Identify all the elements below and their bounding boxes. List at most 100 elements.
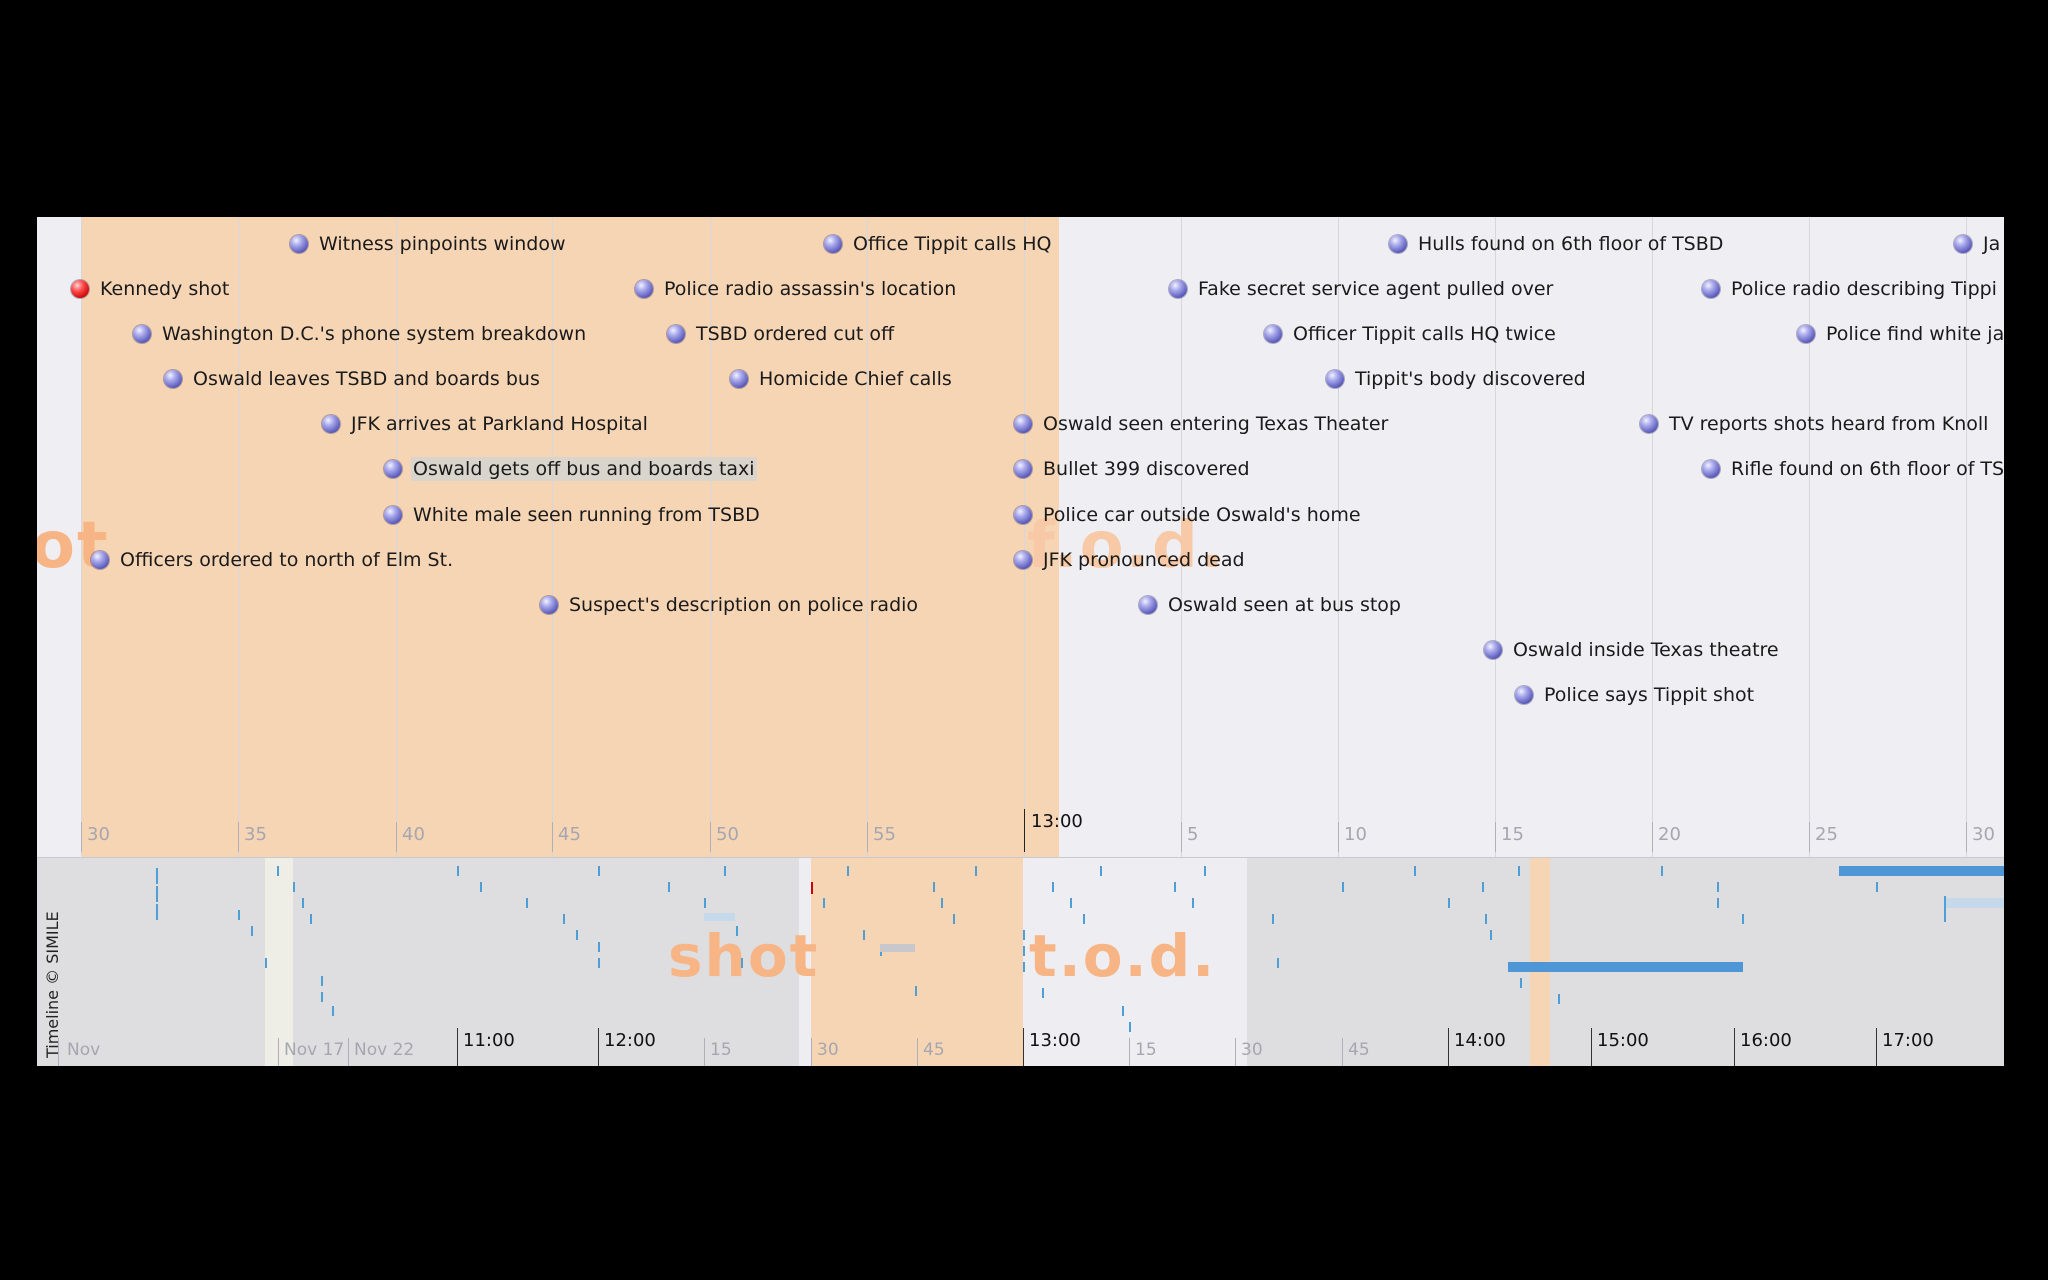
event-item[interactable]: Oswald seen entering Texas Theater <box>1014 410 1390 438</box>
event-item[interactable]: Bullet 399 discovered <box>1014 455 1252 483</box>
timeline-overview-band[interactable]: shot t.o.d. Timeline © SIMILE Nov Nov 17… <box>37 857 2004 1066</box>
axis-tick-mark <box>1023 1028 1024 1066</box>
event-marker-icon <box>1484 641 1502 659</box>
event-item[interactable]: Kennedy shot <box>71 275 231 303</box>
event-item[interactable]: Washington D.C.'s phone system breakdown <box>133 320 588 348</box>
event-marker-icon <box>667 325 685 343</box>
event-marker-icon <box>1014 551 1032 569</box>
event-item[interactable]: JFK pronounced dead <box>1014 546 1247 574</box>
event-label: Officers ordered to north of Elm St. <box>120 549 454 571</box>
event-marker-icon <box>1264 325 1282 343</box>
gridline <box>552 217 553 857</box>
overview-event-mark <box>1052 882 1054 892</box>
event-marker-icon <box>635 280 653 298</box>
axis-tick-mark <box>1024 809 1025 852</box>
axis-tick-mark <box>1591 1028 1592 1066</box>
event-item[interactable]: Oswald seen at bus stop <box>1139 591 1403 619</box>
event-label: Oswald leaves TSBD and boards bus <box>193 368 540 390</box>
event-item[interactable]: Oswald inside Texas theatre <box>1484 636 1781 664</box>
overview-event-mark <box>1023 930 1025 940</box>
overview-event-mark <box>310 914 312 924</box>
overview-event-mark <box>526 898 528 908</box>
simile-credit[interactable]: Timeline © SIMILE <box>43 911 62 1058</box>
gridline <box>396 217 397 857</box>
gridline <box>710 217 711 857</box>
overview-event-mark <box>1448 898 1450 908</box>
overview-event-mark <box>736 926 738 936</box>
event-label: White male seen running from TSBD <box>413 504 760 526</box>
event-label: JFK arrives at Parkland Hospital <box>351 413 648 435</box>
event-item[interactable]: Oswald leaves TSBD and boards bus <box>164 365 542 393</box>
event-label: Oswald seen at bus stop <box>1168 594 1401 616</box>
event-item[interactable]: Officers ordered to north of Elm St. <box>91 546 455 574</box>
event-item[interactable]: Ja <box>1954 230 2002 258</box>
event-item[interactable]: Hulls found on 6th floor of TSBD <box>1389 230 1725 258</box>
event-label: Ja <box>1983 233 2001 255</box>
event-item[interactable]: Police car outside Oswald's home <box>1014 501 1363 529</box>
event-item[interactable]: TSBD ordered cut off <box>667 320 896 348</box>
event-item[interactable]: Witness pinpoints window <box>290 230 568 258</box>
overview-event-mark <box>156 886 158 902</box>
event-label: TV reports shots heard from Knoll <box>1669 413 1989 435</box>
axis-tick-mark <box>552 822 553 852</box>
axis-tick-label: 25 <box>1815 824 1838 845</box>
axis-tick-label: 50 <box>716 824 739 845</box>
overview-duration-bar <box>1839 866 2004 876</box>
event-label: Hulls found on 6th floor of TSBD <box>1418 233 1724 255</box>
event-item[interactable]: Police says Tippit shot <box>1515 681 1756 709</box>
gridline <box>1338 217 1339 857</box>
event-marker-icon <box>91 551 109 569</box>
overview-event-mark <box>1272 914 1274 924</box>
overview-event-mark <box>1482 882 1484 892</box>
event-item[interactable]: White male seen running from TSBD <box>384 501 762 529</box>
event-item[interactable]: Fake secret service agent pulled over <box>1169 275 1555 303</box>
overview-event-mark <box>1174 882 1176 892</box>
event-item[interactable]: Officer Tippit calls HQ twice <box>1264 320 1558 348</box>
axis-tick-label: 45 <box>558 824 581 845</box>
event-label: Homicide Chief calls <box>759 368 952 390</box>
overview-event-mark <box>1192 898 1194 908</box>
axis-tick-mark <box>598 1028 599 1066</box>
gridline <box>238 217 239 857</box>
overview-event-mark <box>563 914 565 924</box>
overview-tick-label: 15 <box>710 1040 732 1060</box>
axis-tick-mark <box>917 1038 918 1066</box>
event-item[interactable]: Homicide Chief calls <box>730 365 954 393</box>
tod-highlight-label: t.o.d. <box>1029 922 1217 990</box>
overview-event-mark <box>741 958 743 968</box>
event-marker-icon <box>1014 460 1032 478</box>
axis-tick-mark <box>457 1028 458 1066</box>
event-label: Witness pinpoints window <box>319 233 566 255</box>
event-item[interactable]: Police radio describing Tippi <box>1702 275 1999 303</box>
event-item[interactable]: Rifle found on 6th floor of TS <box>1702 455 2004 483</box>
event-item[interactable]: Tippit's body discovered <box>1326 365 1588 393</box>
event-label: Police car outside Oswald's home <box>1043 504 1361 526</box>
timeline-widget[interactable]: ot f.o.d. 30 35 40 45 50 55 13:00 5 10 1… <box>37 217 2004 1066</box>
event-item[interactable]: Office Tippit calls HQ <box>824 230 1054 258</box>
overview-major-tick-label: 11:00 <box>463 1030 515 1051</box>
event-item[interactable]: JFK arrives at Parkland Hospital <box>322 410 650 438</box>
axis-tick-mark <box>811 1038 812 1066</box>
axis-tick-mark <box>278 1038 279 1066</box>
shot-highlight-region <box>81 217 1059 857</box>
event-marker-icon <box>1169 280 1187 298</box>
gridline <box>1181 217 1182 857</box>
timeline-detail-band[interactable]: ot f.o.d. 30 35 40 45 50 55 13:00 5 10 1… <box>37 217 2004 857</box>
event-item[interactable]: Oswald gets off bus and boards taxi <box>384 455 757 483</box>
axis-tick-mark <box>1734 1028 1735 1066</box>
event-item[interactable]: Police radio assassin's location <box>635 275 958 303</box>
axis-tick-mark <box>1338 822 1339 852</box>
shot-highlight-label: shot <box>668 922 820 990</box>
overview-event-mark <box>156 904 158 920</box>
overview-major-tick-label: 16:00 <box>1740 1030 1792 1051</box>
event-item[interactable]: Police find white ja <box>1797 320 2004 348</box>
event-marker-icon <box>384 460 402 478</box>
event-item[interactable]: Suspect's description on police radio <box>540 591 920 619</box>
event-item[interactable]: TV reports shots heard from Knoll <box>1640 410 1990 438</box>
gridline <box>81 217 82 857</box>
overview-event-mark <box>480 882 482 892</box>
axis-tick-mark <box>1448 1028 1449 1066</box>
event-label: TSBD ordered cut off <box>696 323 895 345</box>
shot-highlight-region <box>811 858 1023 1066</box>
gridline <box>1024 217 1025 857</box>
